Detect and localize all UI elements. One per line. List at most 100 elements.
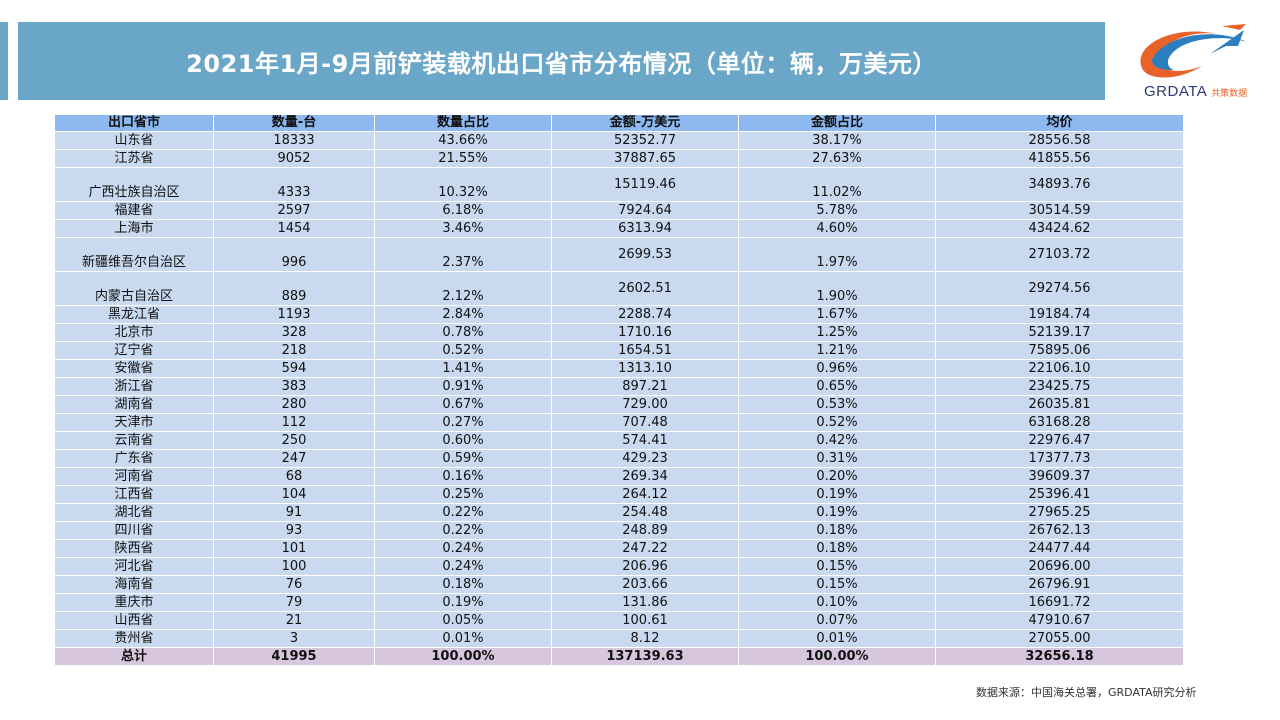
table-row: 江西省 104 0.25% 264.12 0.19% 25396.41 [54, 485, 1184, 504]
cell-amount-share: 0.42% [738, 431, 936, 450]
cell-province: 四川省 [54, 521, 214, 540]
table-row: 上海市 1454 3.46% 6313.94 4.60% 43424.62 [54, 219, 1184, 238]
cell-amount-share: 0.31% [738, 449, 936, 468]
cell-province: 黑龙江省 [54, 305, 214, 324]
cell-amount: 254.48 [551, 503, 739, 522]
cell-province: 安徽省 [54, 359, 214, 378]
cell-quantity-share: 0.19% [374, 593, 552, 612]
cell-quantity: 280 [213, 395, 375, 414]
cell-amount: 7924.64 [551, 201, 739, 220]
cell-quantity-share: 0.01% [374, 629, 552, 648]
cell-amount: 1313.10 [551, 359, 739, 378]
cell-amount: 6313.94 [551, 219, 739, 238]
cell-average-price: 25396.41 [935, 485, 1184, 504]
cell-province: 湖南省 [54, 395, 214, 414]
cell-average-price: 34893.76 [935, 167, 1184, 202]
cell-average-price: 24477.44 [935, 539, 1184, 558]
table-row: 天津市 112 0.27% 707.48 0.52% 63168.28 [54, 413, 1184, 432]
cell-amount: 206.96 [551, 557, 739, 576]
cell-province: 北京市 [54, 323, 214, 342]
cell-amount: 264.12 [551, 485, 739, 504]
cell-average-price: 27103.72 [935, 237, 1184, 272]
cell-amount: 8.12 [551, 629, 739, 648]
cell-quantity: 889 [213, 271, 375, 306]
cell-amount-share: 5.78% [738, 201, 936, 220]
cell-quantity-share: 0.05% [374, 611, 552, 630]
cell-province: 河北省 [54, 557, 214, 576]
cell-amount-share: 0.10% [738, 593, 936, 612]
cell-amount-share: 0.18% [738, 539, 936, 558]
cell-province: 内蒙古自治区 [54, 271, 214, 306]
cell-province: 江苏省 [54, 149, 214, 168]
cell-quantity-share: 2.84% [374, 305, 552, 324]
cell-quantity: 4333 [213, 167, 375, 202]
cell-average-price: 63168.28 [935, 413, 1184, 432]
cell-quantity-share: 0.25% [374, 485, 552, 504]
cell-amount-share: 4.60% [738, 219, 936, 238]
cell-average-price: 52139.17 [935, 323, 1184, 342]
cell-quantity-share: 43.66% [374, 131, 552, 150]
table-row: 辽宁省 218 0.52% 1654.51 1.21% 75895.06 [54, 341, 1184, 360]
export-table-container: 出口省市 数量-台 数量占比 金额-万美元 金额占比 均价 山东省 18333 43… [54, 114, 1184, 666]
cell-quantity: 91 [213, 503, 375, 522]
cell-amount-share: 0.52% [738, 413, 936, 432]
header-province: 出口省市 [54, 114, 214, 132]
cell-quantity: 76 [213, 575, 375, 594]
cell-amount-share: 1.25% [738, 323, 936, 342]
cell-amount-share: 0.96% [738, 359, 936, 378]
cell-amount: 1710.16 [551, 323, 739, 342]
cell-quantity-share: 0.22% [374, 521, 552, 540]
cell-quantity-share: 0.52% [374, 341, 552, 360]
table-header-row: 出口省市 数量-台 数量占比 金额-万美元 金额占比 均价 [54, 114, 1184, 132]
cell-amount: 248.89 [551, 521, 739, 540]
cell-amount: 429.23 [551, 449, 739, 468]
cell-amount-share: 0.18% [738, 521, 936, 540]
table-row: 贵州省 3 0.01% 8.12 0.01% 27055.00 [54, 629, 1184, 648]
total-cell-quantity: 41995 [213, 647, 375, 666]
cell-amount: 2699.53 [551, 237, 739, 272]
cell-amount-share: 0.07% [738, 611, 936, 630]
cell-average-price: 28556.58 [935, 131, 1184, 150]
cell-amount: 1654.51 [551, 341, 739, 360]
header-amount: 金额-万美元 [551, 114, 739, 132]
table-row: 黑龙江省 1193 2.84% 2288.74 1.67% 19184.74 [54, 305, 1184, 324]
cell-amount: 897.21 [551, 377, 739, 396]
cell-amount: 37887.65 [551, 149, 739, 168]
cell-province: 天津市 [54, 413, 214, 432]
table-row: 广西壮族自治区 4333 10.32% 15119.46 11.02% 34893.76 [54, 167, 1184, 202]
title-banner: 2021年1月-9月前铲装载机出口省市分布情况（单位：辆，万美元） [18, 22, 1105, 100]
cell-province: 陕西省 [54, 539, 214, 558]
cell-amount-share: 0.01% [738, 629, 936, 648]
table-row: 河北省 100 0.24% 206.96 0.15% 20696.00 [54, 557, 1184, 576]
cell-average-price: 23425.75 [935, 377, 1184, 396]
cell-quantity: 68 [213, 467, 375, 486]
cell-province: 广东省 [54, 449, 214, 468]
cell-amount-share: 1.67% [738, 305, 936, 324]
cell-amount: 203.66 [551, 575, 739, 594]
cell-quantity: 250 [213, 431, 375, 450]
header-quantity-share: 数量占比 [374, 114, 552, 132]
cell-province: 浙江省 [54, 377, 214, 396]
cell-average-price: 27055.00 [935, 629, 1184, 648]
cell-amount-share: 0.19% [738, 485, 936, 504]
table-row: 四川省 93 0.22% 248.89 0.18% 26762.13 [54, 521, 1184, 540]
cell-province: 山东省 [54, 131, 214, 150]
cell-amount-share: 0.53% [738, 395, 936, 414]
cell-amount: 574.41 [551, 431, 739, 450]
cell-average-price: 22976.47 [935, 431, 1184, 450]
cell-amount: 15119.46 [551, 167, 739, 202]
cell-province: 湖北省 [54, 503, 214, 522]
cell-quantity: 594 [213, 359, 375, 378]
cell-province: 河南省 [54, 467, 214, 486]
left-accent-bar [0, 22, 8, 100]
cell-province: 辽宁省 [54, 341, 214, 360]
cell-amount: 707.48 [551, 413, 739, 432]
cell-average-price: 27965.25 [935, 503, 1184, 522]
cell-average-price: 26035.81 [935, 395, 1184, 414]
cell-quantity: 328 [213, 323, 375, 342]
table-row: 重庆市 79 0.19% 131.86 0.10% 16691.72 [54, 593, 1184, 612]
cell-quantity: 112 [213, 413, 375, 432]
cell-quantity: 3 [213, 629, 375, 648]
cell-amount: 131.86 [551, 593, 739, 612]
cell-quantity: 218 [213, 341, 375, 360]
